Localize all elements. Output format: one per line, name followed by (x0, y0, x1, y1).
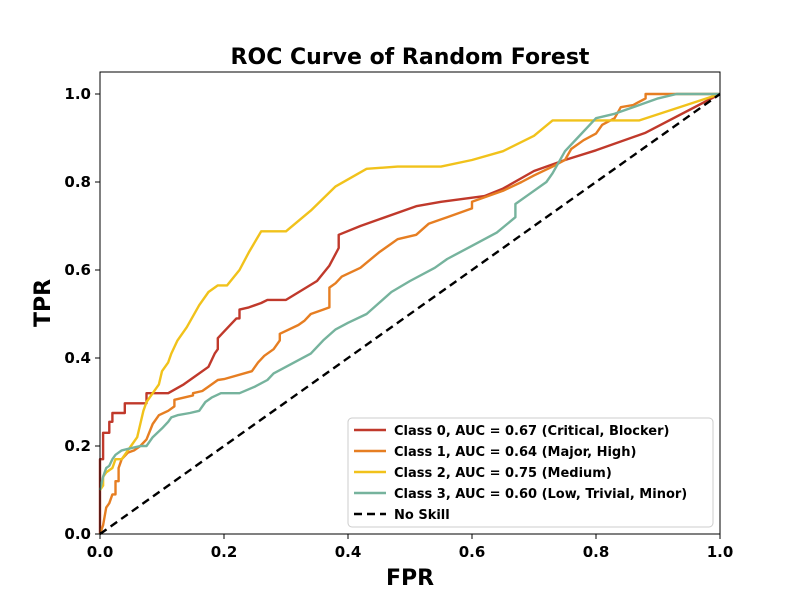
x-tick-label: 0.8 (583, 543, 610, 561)
x-tick-label: 0.4 (335, 543, 362, 561)
legend-label-1: Class 1, AUC = 0.64 (Major, High) (394, 445, 636, 460)
chart-title: ROC Curve of Random Forest (231, 45, 590, 70)
y-tick-label: 0.6 (64, 261, 91, 279)
legend-label-4: No Skill (394, 508, 450, 523)
series-line-3 (98, 92, 720, 491)
x-tick-label: 1.0 (707, 543, 734, 561)
x-axis-label: FPR (386, 566, 434, 591)
y-tick-label: 0.8 (64, 173, 91, 191)
legend: Class 0, AUC = 0.67 (Critical, Blocker) C… (347, 417, 714, 528)
series-line-0 (98, 92, 721, 534)
y-axis-ticks: 0.0 0.2 0.4 0.6 0.8 1.0 (64, 85, 100, 543)
plot-frame (99, 71, 721, 535)
series-layer (98, 92, 721, 535)
legend-label-3: Class 3, AUC = 0.60 (Low, Trivial, Minor… (394, 487, 687, 502)
x-tick-label: 0.2 (211, 543, 238, 561)
x-tick-label: 0.6 (459, 543, 486, 561)
legend-label-0: Class 0, AUC = 0.67 (Critical, Blocker) (394, 424, 669, 439)
y-tick-label: 0.4 (64, 349, 91, 367)
x-axis-ticks: 0.0 0.2 0.4 0.6 0.8 1.0 (87, 534, 734, 561)
y-tick-label: 0.0 (64, 525, 91, 543)
y-axis-label: TPR (31, 279, 56, 327)
y-tick-label: 1.0 (64, 85, 91, 103)
y-tick-label: 0.2 (64, 437, 91, 455)
legend-label-2: Class 2, AUC = 0.75 (Medium) (394, 466, 612, 481)
series-line-4 (99, 93, 721, 535)
legend-frame (347, 417, 714, 528)
series-line-2 (99, 92, 721, 491)
x-tick-label: 0.0 (87, 543, 114, 561)
